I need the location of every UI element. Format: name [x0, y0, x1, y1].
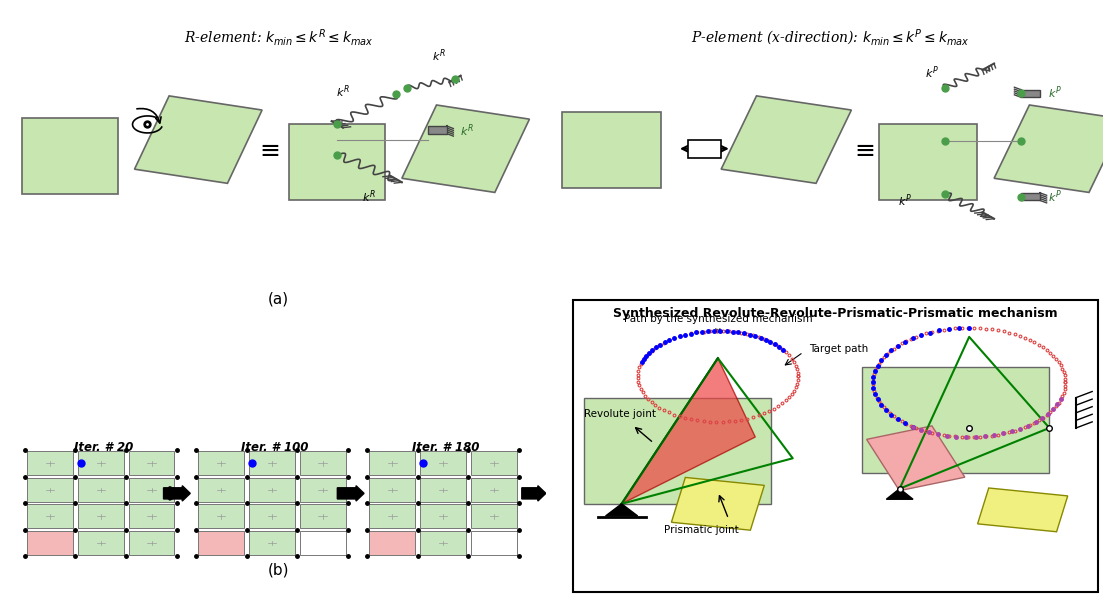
- Text: $k^P$: $k^P$: [1048, 188, 1062, 205]
- FancyArrow shape: [338, 486, 364, 501]
- Text: (b): (b): [267, 562, 290, 577]
- Bar: [370, 478, 416, 502]
- Polygon shape: [622, 358, 755, 504]
- Bar: [471, 531, 517, 555]
- Text: Iter. # 100: Iter. # 100: [241, 441, 309, 454]
- Bar: [1020, 90, 1040, 97]
- Bar: [300, 478, 345, 502]
- Bar: [78, 531, 124, 555]
- Polygon shape: [402, 105, 529, 192]
- Bar: [27, 452, 72, 475]
- Bar: [300, 452, 345, 475]
- Bar: [27, 478, 72, 502]
- Text: Prismatic joint: Prismatic joint: [664, 525, 740, 535]
- Bar: [471, 504, 517, 528]
- Text: $\equiv$: $\equiv$: [255, 137, 281, 161]
- Bar: [300, 504, 345, 528]
- Text: Iter. # 180: Iter. # 180: [412, 441, 479, 454]
- Bar: [420, 504, 466, 528]
- Bar: [129, 478, 175, 502]
- Bar: [250, 478, 295, 502]
- Bar: [129, 504, 175, 528]
- Bar: [22, 118, 118, 194]
- Polygon shape: [606, 504, 637, 516]
- Bar: [584, 398, 771, 504]
- Bar: [129, 531, 175, 555]
- Bar: [290, 124, 385, 200]
- Text: R-element: $k_{min} \leq k^R \leq k_{max}$: R-element: $k_{min} \leq k^R \leq k_{max…: [184, 27, 373, 49]
- Text: Revolute joint: Revolute joint: [584, 409, 656, 419]
- Text: $k^P$: $k^P$: [926, 64, 939, 81]
- Bar: [250, 531, 295, 555]
- Bar: [78, 504, 124, 528]
- FancyArrow shape: [164, 486, 190, 501]
- Bar: [420, 531, 466, 555]
- Bar: [198, 504, 244, 528]
- Polygon shape: [978, 488, 1067, 532]
- Bar: [250, 504, 295, 528]
- Text: $k^P$: $k^P$: [1048, 84, 1062, 101]
- Text: $k^R$: $k^R$: [335, 84, 350, 100]
- Bar: [250, 452, 295, 475]
- Bar: [198, 531, 244, 555]
- Bar: [300, 531, 345, 555]
- Bar: [370, 531, 416, 555]
- Bar: [198, 452, 244, 475]
- Bar: [428, 126, 447, 134]
- Bar: [78, 478, 124, 502]
- Bar: [198, 478, 244, 502]
- Bar: [563, 112, 661, 188]
- Text: $k^R$: $k^R$: [460, 122, 475, 139]
- Text: Path by the synthesized mechanism: Path by the synthesized mechanism: [624, 314, 812, 333]
- Bar: [129, 452, 175, 475]
- Bar: [27, 504, 72, 528]
- Polygon shape: [672, 478, 764, 530]
- Polygon shape: [994, 105, 1114, 192]
- Text: Synthesized Revolute-Revolute-Prismatic-Prismatic mechanism: Synthesized Revolute-Revolute-Prismatic-…: [613, 307, 1058, 319]
- Bar: [471, 452, 517, 475]
- Text: P-element (x-direction): $k_{min} \leq k^P \leq k_{max}$: P-element (x-direction): $k_{min} \leq k…: [691, 27, 969, 48]
- Text: $k^R$: $k^R$: [362, 188, 377, 205]
- Polygon shape: [135, 96, 262, 183]
- Bar: [27, 531, 72, 555]
- Text: $\equiv$: $\equiv$: [850, 137, 876, 161]
- Bar: [862, 367, 1049, 473]
- Text: $k^P$: $k^P$: [898, 192, 911, 209]
- Bar: [1020, 193, 1040, 200]
- Text: (a): (a): [268, 291, 289, 307]
- Polygon shape: [887, 489, 913, 499]
- Polygon shape: [867, 426, 965, 490]
- Bar: [370, 452, 416, 475]
- Bar: [688, 140, 721, 158]
- Text: Iter. # 20: Iter. # 20: [74, 441, 133, 454]
- Bar: [370, 504, 416, 528]
- Bar: [420, 478, 466, 502]
- Bar: [420, 452, 466, 475]
- Bar: [879, 124, 977, 200]
- Polygon shape: [721, 96, 851, 183]
- Bar: [78, 452, 124, 475]
- Bar: [471, 478, 517, 502]
- Text: $k^R$: $k^R$: [432, 47, 446, 64]
- Text: Target path: Target path: [809, 344, 868, 354]
- FancyArrow shape: [521, 486, 546, 501]
